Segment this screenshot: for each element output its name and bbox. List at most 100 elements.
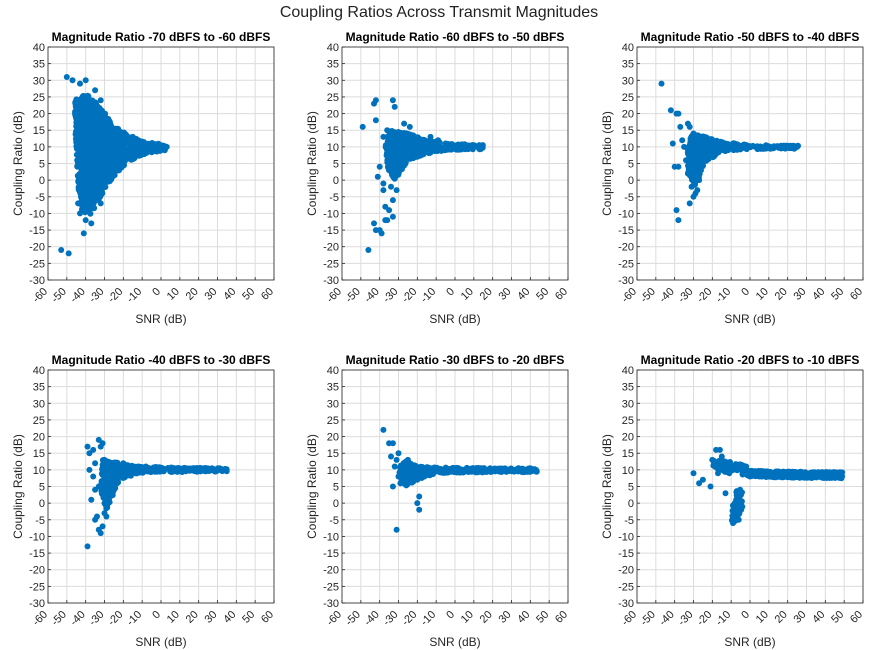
data-point [98, 478, 105, 485]
data-point [112, 145, 119, 152]
y-tick-label: 20 [622, 109, 634, 121]
y-tick-label: -10 [29, 531, 45, 543]
data-point [124, 150, 131, 157]
x-tick-label: -10 [125, 609, 145, 629]
data-point [75, 200, 82, 207]
data-point [410, 463, 417, 470]
data-point [378, 230, 385, 237]
data-point [775, 473, 782, 480]
data-point [89, 147, 96, 154]
data-point [107, 160, 114, 167]
x-tick-label: -20 [695, 609, 715, 629]
data-point [135, 137, 142, 144]
data-point [94, 167, 100, 174]
data-point [427, 133, 434, 140]
data-point [389, 97, 396, 104]
data-point [831, 473, 838, 480]
data-point [480, 466, 487, 473]
data-point [677, 123, 684, 130]
x-tick-label: 60 [848, 609, 865, 626]
y-tick-label: 25 [33, 92, 45, 104]
data-point [110, 460, 117, 467]
data-point [837, 473, 844, 480]
data-point [391, 463, 398, 470]
data-point [404, 456, 411, 463]
data-point [427, 149, 434, 156]
y-tick-label: 15 [33, 448, 45, 460]
data-point [756, 143, 763, 150]
y-tick-label: -30 [29, 598, 45, 610]
data-point [389, 213, 396, 220]
data-point [111, 480, 118, 487]
y-tick-label: 20 [622, 432, 634, 444]
data-point [393, 526, 400, 533]
y-axis-label: Coupling Ratio (dB) [11, 111, 25, 216]
subplot-title: Magnitude Ratio -60 dBFS to -50 dBFS [346, 30, 565, 44]
data-point [414, 153, 421, 160]
data-point [77, 183, 84, 190]
data-point [72, 110, 78, 117]
data-point [118, 164, 125, 171]
y-tick-label: 25 [33, 415, 45, 427]
y-tick-label: 5 [39, 482, 45, 494]
data-point [403, 463, 409, 470]
data-point [397, 480, 404, 487]
x-tick-label: -30 [381, 609, 401, 629]
y-tick-label: -20 [323, 565, 339, 577]
data-point [803, 473, 810, 480]
y-tick-label: -10 [323, 531, 339, 543]
data-point [84, 203, 91, 210]
x-tick-label: -60 [619, 286, 639, 306]
data-point [388, 453, 394, 460]
data-point [667, 107, 674, 114]
subplot-title: Magnitude Ratio -20 dBFS to -10 dBFS [641, 353, 860, 367]
data-point [86, 187, 93, 194]
y-tick-label: 40 [327, 365, 339, 377]
data-point [102, 115, 109, 122]
data-point [388, 143, 394, 150]
y-tick-label: 40 [622, 42, 634, 54]
data-point [384, 127, 391, 134]
y-tick-label: -30 [618, 275, 634, 287]
data-point [75, 117, 82, 124]
data-point [669, 140, 676, 147]
x-tick-label: 20 [478, 609, 495, 626]
x-tick-label: -20 [106, 609, 126, 629]
data-point [93, 128, 100, 135]
y-tick-label: 35 [622, 59, 634, 71]
data-points [359, 97, 486, 253]
data-point [822, 473, 829, 480]
x-tick-label: 20 [478, 286, 495, 303]
y-tick-label: 40 [327, 42, 339, 54]
x-tick-label: -10 [419, 286, 439, 306]
data-point [128, 156, 135, 163]
y-tick-label: -20 [618, 242, 634, 254]
data-point [658, 80, 665, 87]
data-point [86, 103, 93, 110]
y-tick-label: 10 [33, 465, 45, 477]
data-point [73, 139, 80, 146]
y-tick-label: 20 [33, 109, 45, 121]
data-point [101, 167, 108, 174]
data-point [731, 463, 738, 470]
data-point [687, 137, 694, 144]
data-point [120, 460, 127, 467]
data-point [389, 483, 396, 490]
x-tick-label: -50 [49, 286, 69, 306]
data-point [690, 470, 697, 477]
y-tick-label: -25 [323, 258, 339, 270]
data-point [98, 123, 105, 130]
y-tick-label: 30 [33, 398, 45, 410]
data-point [709, 456, 716, 463]
data-point [99, 440, 106, 447]
data-point [731, 140, 738, 147]
x-tick-label: 50 [829, 286, 846, 303]
x-tick-label: 0 [739, 286, 752, 299]
y-tick-label: -10 [29, 208, 45, 220]
y-tick-label: 30 [33, 75, 45, 87]
x-tick-label: 50 [534, 286, 551, 303]
y-axis-label: Coupling Ratio (dB) [600, 434, 614, 539]
data-point [96, 110, 103, 116]
data-point [399, 160, 406, 167]
y-tick-label: 30 [622, 75, 634, 87]
